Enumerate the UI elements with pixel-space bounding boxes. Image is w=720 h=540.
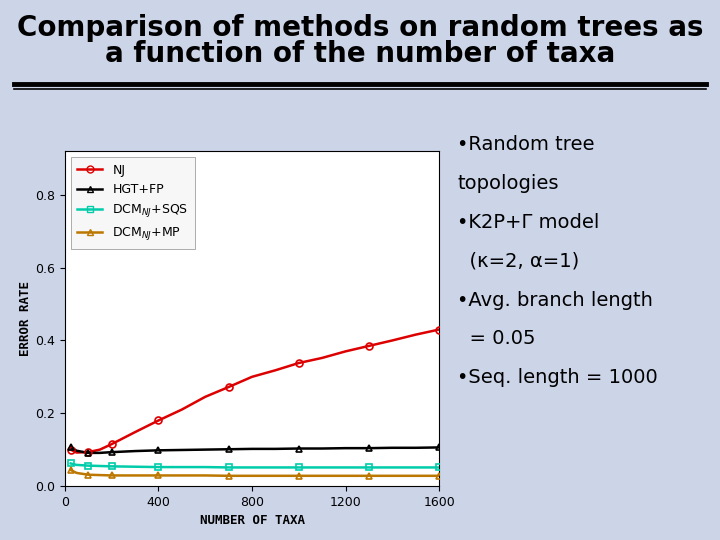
X-axis label: NUMBER OF TAXA: NUMBER OF TAXA bbox=[199, 514, 305, 527]
Text: (κ=2, α=1): (κ=2, α=1) bbox=[457, 252, 580, 271]
Text: topologies: topologies bbox=[457, 174, 559, 193]
Text: a function of the number of taxa: a function of the number of taxa bbox=[105, 40, 615, 69]
Text: •K2P+Γ model: •K2P+Γ model bbox=[457, 213, 600, 232]
Text: •Random tree: •Random tree bbox=[457, 135, 595, 154]
Text: Comparison of methods on random trees as: Comparison of methods on random trees as bbox=[17, 14, 703, 42]
Text: = 0.05: = 0.05 bbox=[457, 329, 536, 348]
Text: •Seq. length = 1000: •Seq. length = 1000 bbox=[457, 368, 658, 387]
Legend: NJ, HGT+FP, DCM$_{NJ}$+SQS, DCM$_{NJ}$+MP: NJ, HGT+FP, DCM$_{NJ}$+SQS, DCM$_{NJ}$+M… bbox=[71, 158, 195, 249]
Y-axis label: ERROR RATE: ERROR RATE bbox=[19, 281, 32, 356]
Text: •Avg. branch length: •Avg. branch length bbox=[457, 291, 653, 309]
